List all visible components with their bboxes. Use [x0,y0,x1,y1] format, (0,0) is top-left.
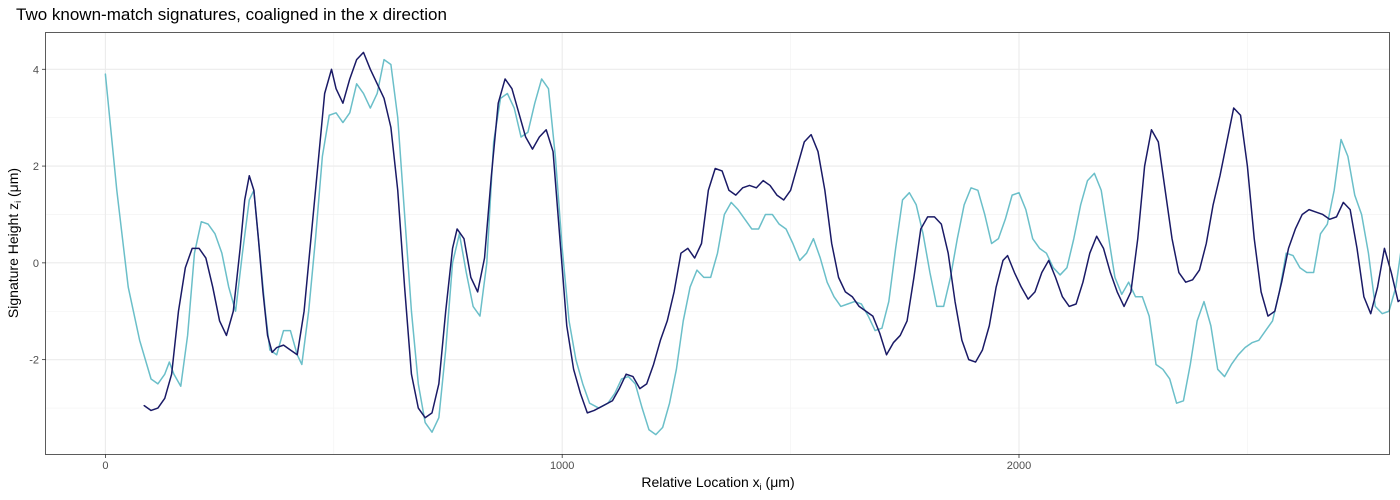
y-tick-label: -2 [29,355,39,367]
chart-title: Two known-match signatures, coaligned in… [16,5,447,24]
y-tick-label: 2 [33,161,39,173]
y-tick-label: 0 [33,258,39,270]
minor-gridlines [46,33,1389,454]
y-axis-title: Signature Height zi (μm) [5,168,23,318]
x-axis-title-subscript: i [760,482,762,492]
series-line-2 [143,51,1400,419]
x-axis-title: Relative Location xi (μm) [641,474,794,492]
x-axis-title-main: Relative Location x [641,474,759,490]
x-tick-label: 1000 [550,460,574,472]
y-axis-title-main: Signature Height z [5,203,21,318]
plot-panel-border [45,32,1390,455]
x-tick-label: 2000 [1007,460,1031,472]
series-line-1 [104,58,1400,436]
major-gridlines [46,33,1389,454]
x-axis-ticks: 0 1000 2000 [102,454,1031,472]
x-axis-title-unit: (μm) [762,474,795,490]
y-axis-title-subscript: i [13,201,23,203]
x-tick-label: 0 [102,460,108,472]
y-tick-label: 4 [33,64,39,76]
series-layer [104,51,1400,436]
y-axis-title-unit: (μm) [5,168,21,201]
y-axis-ticks: -2 0 2 4 [29,64,46,367]
